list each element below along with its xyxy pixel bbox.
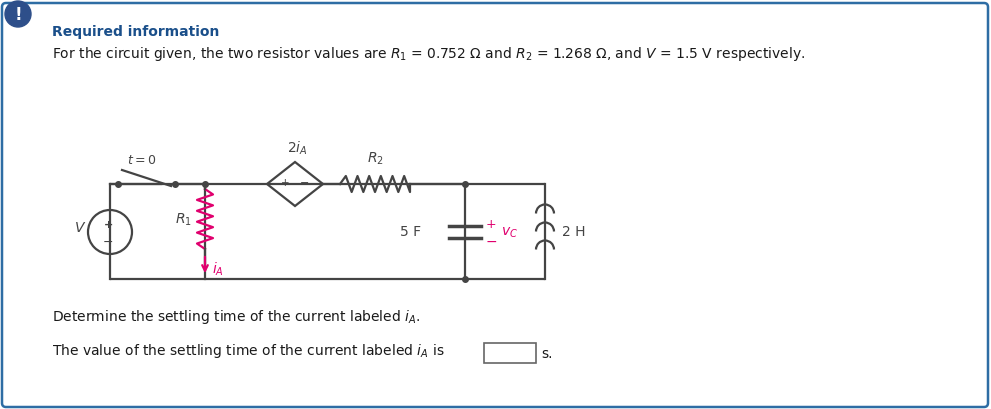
Text: For the circuit given, the two resistor values are $R_1$ = 0.752 $\Omega$ and $R: For the circuit given, the two resistor …: [52, 45, 806, 63]
FancyBboxPatch shape: [484, 343, 536, 363]
Text: 2 H: 2 H: [562, 225, 586, 239]
Text: Required information: Required information: [52, 25, 219, 39]
Text: $R_2$: $R_2$: [367, 150, 384, 166]
Text: 5 F: 5 F: [400, 225, 421, 239]
Text: +: +: [486, 218, 496, 230]
Text: The value of the settling time of the current labeled $i_A$ is: The value of the settling time of the cu…: [52, 341, 445, 359]
Text: −: −: [103, 235, 113, 248]
Text: −: −: [486, 234, 497, 248]
Text: $t = 0$: $t = 0$: [127, 154, 157, 166]
Text: !: !: [14, 6, 22, 24]
Text: $R_1$: $R_1$: [174, 211, 191, 228]
Text: +: +: [280, 178, 289, 188]
Text: +: +: [103, 220, 113, 229]
Text: $V$: $V$: [74, 220, 86, 234]
Text: $2i_A$: $2i_A$: [286, 139, 307, 157]
Text: Determine the settling time of the current labeled $i_A$.: Determine the settling time of the curre…: [52, 307, 420, 325]
Circle shape: [5, 2, 31, 28]
Text: s.: s.: [541, 346, 553, 360]
Text: −: −: [300, 178, 310, 188]
Text: $v_C$: $v_C$: [501, 225, 518, 239]
Text: $i_A$: $i_A$: [212, 260, 224, 277]
FancyBboxPatch shape: [2, 4, 988, 407]
